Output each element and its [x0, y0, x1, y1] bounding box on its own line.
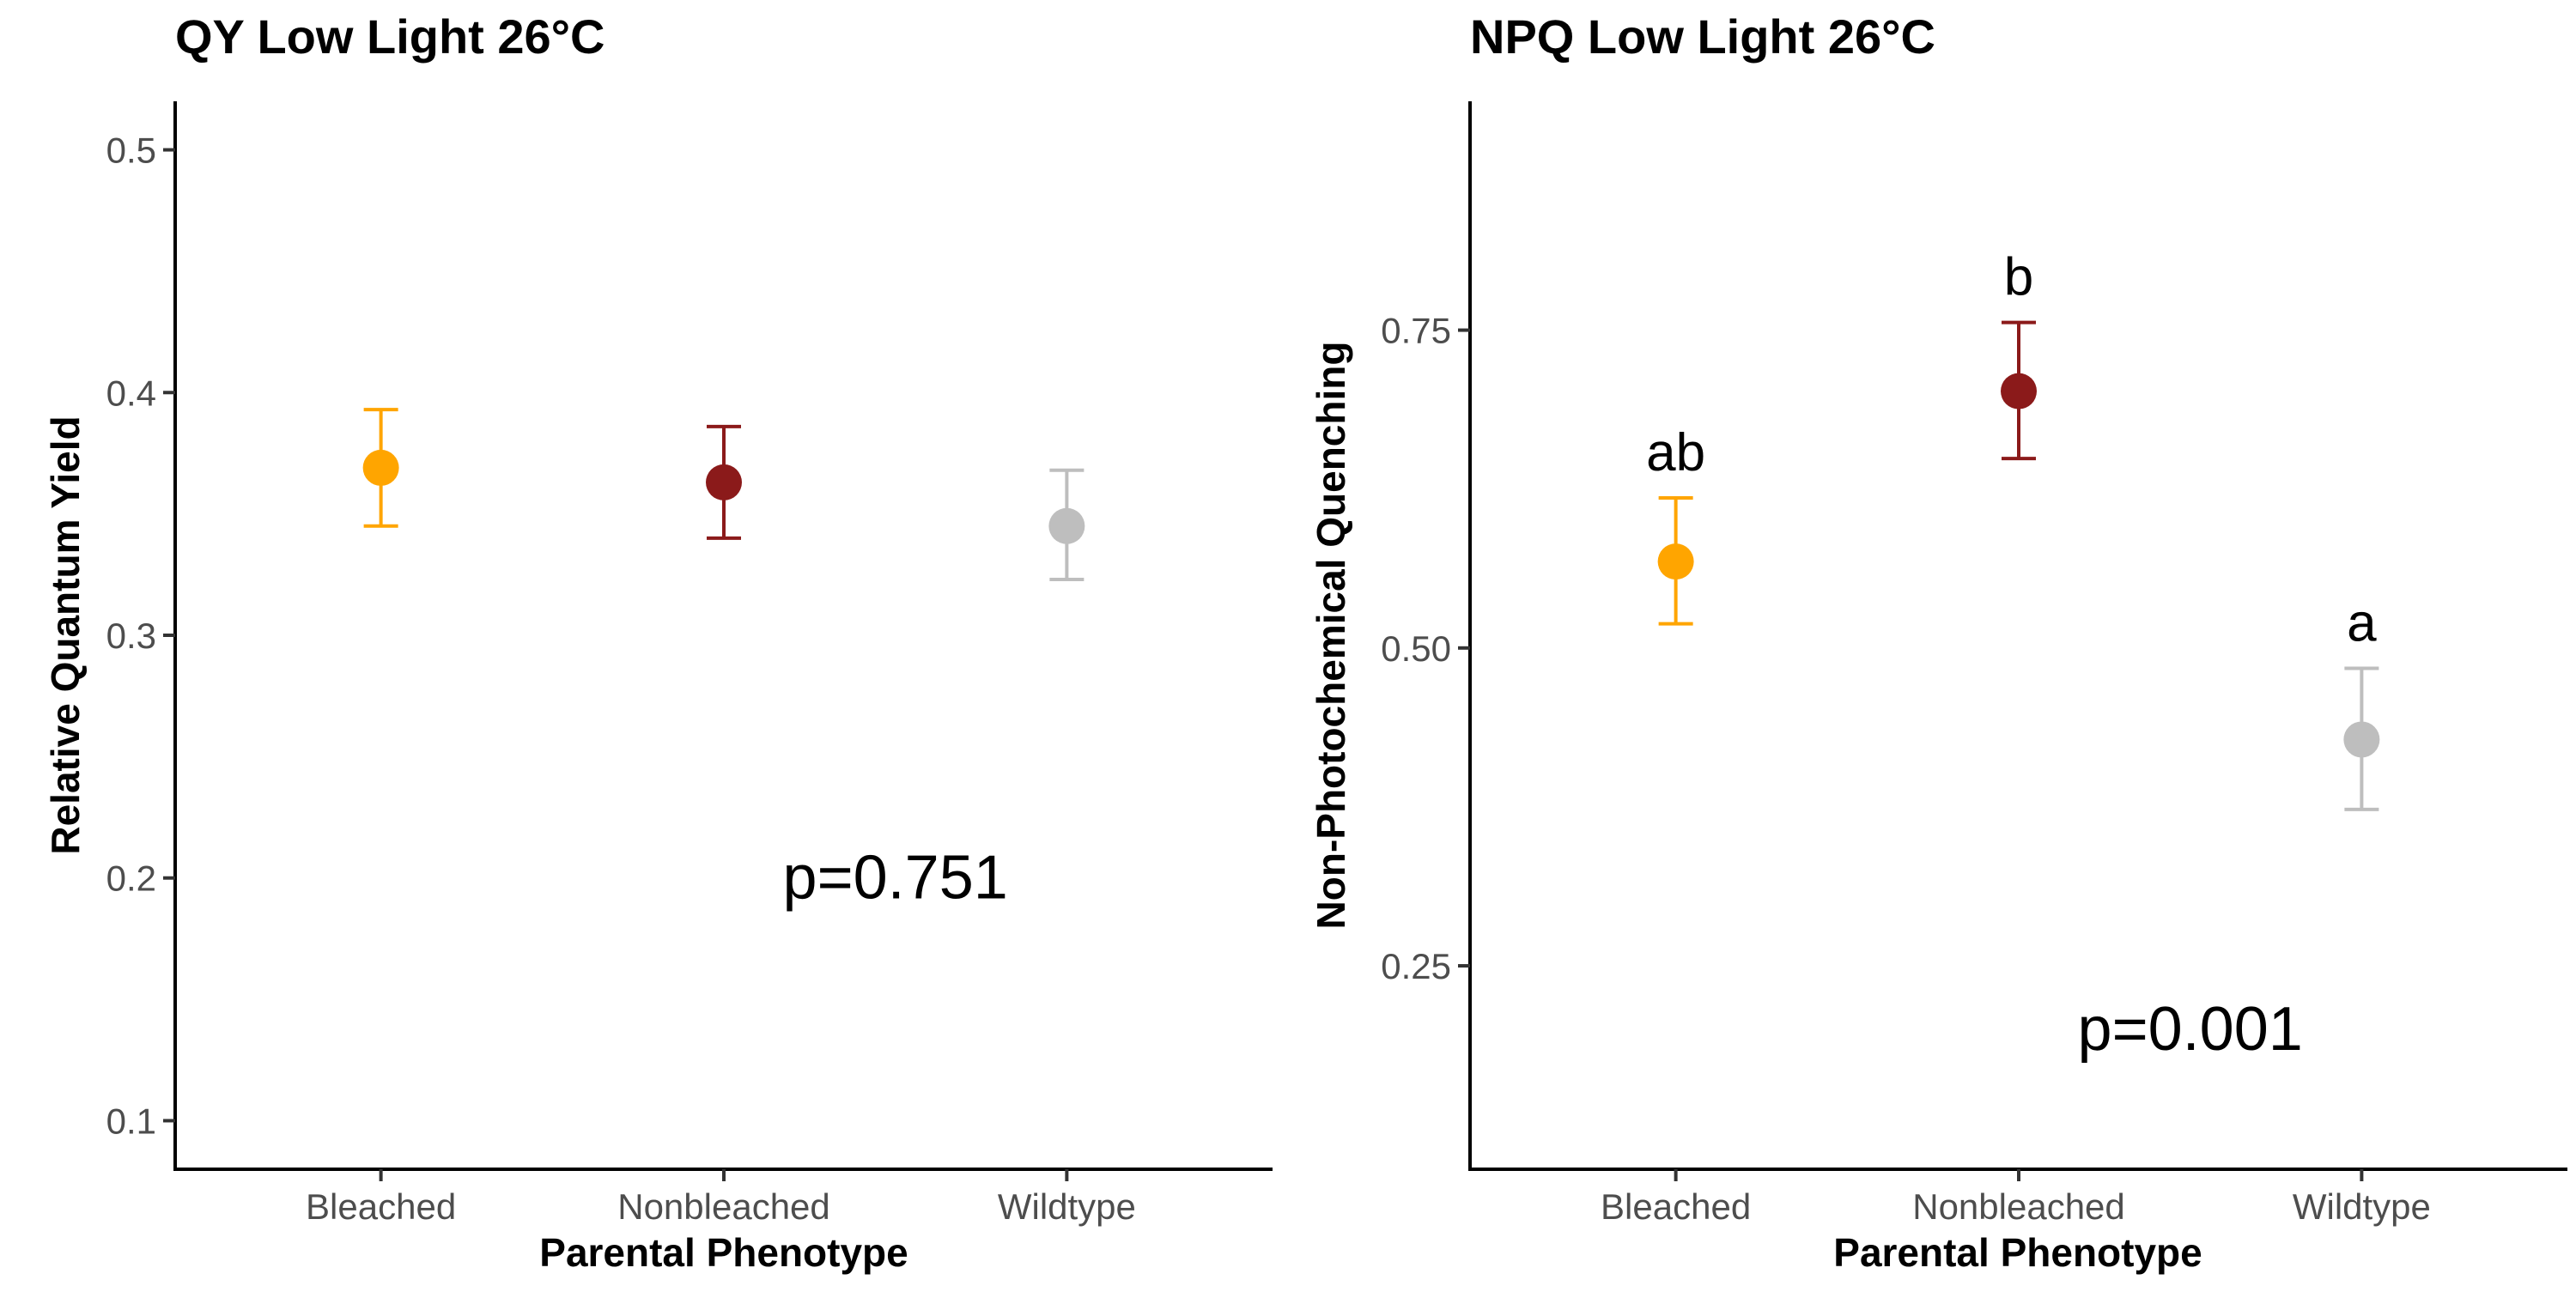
qy-y-axis-title: Relative Quantum Yield: [43, 416, 88, 854]
qy-panel: QY Low Light 26°C Parental Phenotype Rel…: [43, 9, 1273, 1275]
npq-significance-letter: a: [2347, 594, 2377, 653]
npq-p-value-annotation: p=0.001: [2078, 995, 2303, 1064]
npq-mean-point: [1657, 543, 1694, 580]
npq-panel-title: NPQ Low Light 26°C: [1470, 9, 1935, 64]
npq-y-tick-label: 0.50: [1381, 628, 1451, 669]
qy-mean-point: [362, 449, 399, 486]
npq-y-tick-label: 0.25: [1381, 946, 1451, 986]
qy-x-tick-label: Bleached: [306, 1186, 456, 1227]
npq-panel: NPQ Low Light 26°C Parental Phenotype No…: [1309, 9, 2567, 1275]
npq-x-tick-label: Bleached: [1601, 1186, 1751, 1227]
qy-mean-point: [1048, 507, 1085, 544]
npq-mean-point: [2001, 373, 2037, 409]
npq-x-axis-title: Parental Phenotype: [1833, 1230, 2202, 1275]
npq-x-ticks: Bleached Nonbleached Wildtype: [1601, 1169, 2431, 1227]
npq-mean-point: [2343, 721, 2380, 758]
npq-significance-letter: ab: [1646, 423, 1705, 482]
qy-y-tick-label: 0.2: [106, 858, 156, 899]
qy-x-ticks: Bleached Nonbleached Wildtype: [306, 1169, 1136, 1227]
qy-y-tick-label: 0.1: [106, 1101, 156, 1141]
qy-y-ticks: 0.1 0.2 0.3 0.4 0.5: [106, 130, 175, 1141]
npq-x-tick-label: Nonbleached: [1912, 1186, 2125, 1227]
npq-data-marks: ab b a: [1646, 248, 2380, 811]
npq-y-axis-title: Non-Photochemical Quenching: [1309, 342, 1353, 930]
qy-x-tick-label: Wildtype: [998, 1186, 1136, 1227]
qy-y-tick-label: 0.4: [106, 373, 156, 413]
qy-y-tick-label: 0.3: [106, 616, 156, 656]
qy-x-axis-title: Parental Phenotype: [539, 1230, 908, 1275]
qy-data-marks: [362, 408, 1085, 581]
npq-y-tick-label: 0.75: [1381, 311, 1451, 351]
npq-y-ticks: 0.25 0.50 0.75: [1381, 311, 1470, 986]
qy-p-value-annotation: p=0.751: [783, 844, 1008, 913]
qy-panel-title: QY Low Light 26°C: [175, 9, 605, 64]
npq-x-tick-label: Wildtype: [2293, 1186, 2431, 1227]
qy-x-tick-label: Nonbleached: [617, 1186, 830, 1227]
npq-significance-letter: b: [2004, 248, 2033, 307]
qy-mean-point: [706, 464, 742, 500]
qy-y-tick-label: 0.5: [106, 130, 156, 171]
